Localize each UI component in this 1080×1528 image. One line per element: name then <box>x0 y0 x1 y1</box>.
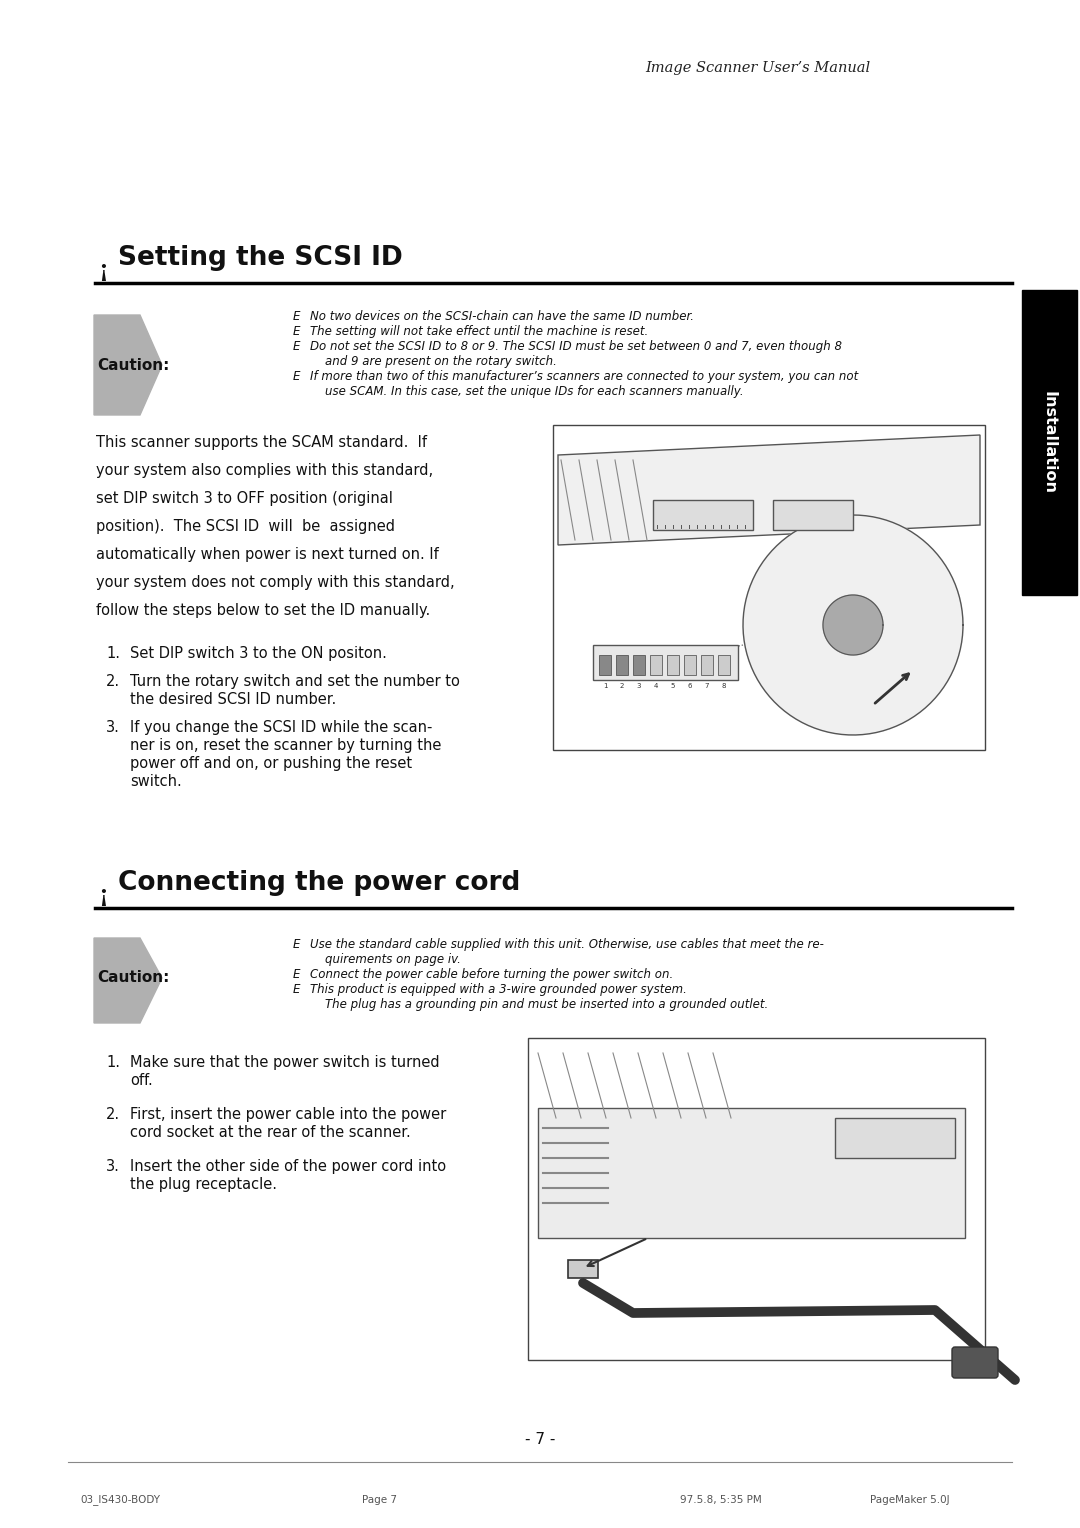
Text: 2.: 2. <box>106 1106 120 1122</box>
Text: automatically when power is next turned on. If: automatically when power is next turned … <box>96 547 438 562</box>
Bar <box>568 1261 598 1277</box>
Text: E: E <box>293 370 299 384</box>
Text: 2.: 2. <box>106 674 120 689</box>
Text: follow the steps below to set the ID manually.: follow the steps below to set the ID man… <box>96 604 430 617</box>
Text: Set DIP switch 3 to the ON positon.: Set DIP switch 3 to the ON positon. <box>130 646 387 662</box>
Text: This scanner supports the SCAM standard.  If: This scanner supports the SCAM standard.… <box>96 435 427 451</box>
Text: E: E <box>293 310 299 322</box>
Text: quirements on page iv.: quirements on page iv. <box>310 953 461 966</box>
Bar <box>616 656 627 675</box>
Text: Caution:: Caution: <box>97 970 170 986</box>
Bar <box>538 1108 966 1238</box>
Text: Insert the other side of the power cord into: Insert the other side of the power cord … <box>130 1160 446 1174</box>
Text: switch.: switch. <box>130 775 181 788</box>
Text: Connect the power cable before turning the power switch on.: Connect the power cable before turning t… <box>310 969 673 981</box>
Text: This product is equipped with a 3-wire grounded power system.: This product is equipped with a 3-wire g… <box>310 983 687 996</box>
Polygon shape <box>94 938 162 1024</box>
Text: 3.: 3. <box>106 1160 120 1174</box>
Text: The plug has a grounding pin and must be inserted into a grounded outlet.: The plug has a grounding pin and must be… <box>310 998 768 1012</box>
Bar <box>718 656 730 675</box>
Polygon shape <box>823 594 883 656</box>
Text: E: E <box>293 325 299 338</box>
FancyBboxPatch shape <box>951 1348 998 1378</box>
Text: E: E <box>293 983 299 996</box>
Text: power off and on, or pushing the reset: power off and on, or pushing the reset <box>130 756 413 772</box>
Text: E: E <box>293 938 299 950</box>
Text: PageMaker 5.0J: PageMaker 5.0J <box>870 1494 949 1505</box>
Text: Make sure that the power switch is turned: Make sure that the power switch is turne… <box>130 1054 440 1070</box>
Bar <box>528 1038 985 1360</box>
Text: 3: 3 <box>637 683 642 689</box>
Text: If more than two of this manufacturer’s scanners are connected to your system, y: If more than two of this manufacturer’s … <box>310 370 859 384</box>
Bar <box>835 1118 955 1158</box>
Bar <box>1022 290 1077 594</box>
Bar <box>773 500 853 530</box>
Polygon shape <box>94 315 162 416</box>
Text: and 9 are present on the rotary switch.: and 9 are present on the rotary switch. <box>310 354 557 368</box>
Text: 4: 4 <box>653 683 658 689</box>
Text: 8: 8 <box>721 683 726 689</box>
Text: Setting the SCSI ID: Setting the SCSI ID <box>118 244 403 270</box>
Bar <box>593 645 738 680</box>
Text: ¡: ¡ <box>98 260 108 283</box>
Text: off.: off. <box>130 1073 152 1088</box>
Text: 2: 2 <box>620 683 624 689</box>
Text: The setting will not take effect until the machine is reset.: The setting will not take effect until t… <box>310 325 648 338</box>
Text: use SCAM. In this case, set the unique IDs for each scanners manually.: use SCAM. In this case, set the unique I… <box>310 385 744 397</box>
Text: the plug receptacle.: the plug receptacle. <box>130 1177 276 1192</box>
Text: position).  The SCSI ID  will  be  assigned: position). The SCSI ID will be assigned <box>96 520 395 533</box>
Text: Image Scanner User’s Manual: Image Scanner User’s Manual <box>645 61 870 75</box>
Text: set DIP switch 3 to OFF position (original: set DIP switch 3 to OFF position (origin… <box>96 490 393 506</box>
Bar <box>650 656 662 675</box>
Text: Installation: Installation <box>1042 391 1057 494</box>
Text: 03_IS430-BODY: 03_IS430-BODY <box>80 1494 160 1505</box>
Text: Page 7: Page 7 <box>363 1494 397 1505</box>
Text: Connecting the power cord: Connecting the power cord <box>118 869 521 895</box>
Text: 1.: 1. <box>106 1054 120 1070</box>
Text: 6: 6 <box>688 683 692 689</box>
Text: Do not set the SCSI ID to 8 or 9. The SCSI ID must be set between 0 and 7, even : Do not set the SCSI ID to 8 or 9. The SC… <box>310 341 842 353</box>
Bar <box>684 656 696 675</box>
Text: E: E <box>293 969 299 981</box>
Text: 7: 7 <box>705 683 710 689</box>
Bar <box>701 656 713 675</box>
Text: First, insert the power cable into the power: First, insert the power cable into the p… <box>130 1106 446 1122</box>
Text: 1: 1 <box>603 683 607 689</box>
Text: 3.: 3. <box>106 720 120 735</box>
Bar <box>599 656 611 675</box>
Bar <box>553 425 985 750</box>
Text: Use the standard cable supplied with this unit. Otherwise, use cables that meet : Use the standard cable supplied with thi… <box>310 938 824 950</box>
Text: 1.: 1. <box>106 646 120 662</box>
Text: ¡: ¡ <box>98 885 108 908</box>
Text: your system does not comply with this standard,: your system does not comply with this st… <box>96 575 455 590</box>
Text: ner is on, reset the scanner by turning the: ner is on, reset the scanner by turning … <box>130 738 442 753</box>
Polygon shape <box>558 435 980 545</box>
Text: Caution:: Caution: <box>97 358 170 373</box>
Text: - 7 -: - 7 - <box>525 1433 555 1447</box>
Text: No two devices on the SCSI-chain can have the same ID number.: No two devices on the SCSI-chain can hav… <box>310 310 694 322</box>
Polygon shape <box>743 515 963 735</box>
Bar <box>633 656 645 675</box>
Text: If you change the SCSI ID while the scan-: If you change the SCSI ID while the scan… <box>130 720 432 735</box>
Text: the desired SCSI ID number.: the desired SCSI ID number. <box>130 692 336 707</box>
Bar <box>653 500 753 530</box>
Text: cord socket at the rear of the scanner.: cord socket at the rear of the scanner. <box>130 1125 410 1140</box>
Text: 5: 5 <box>671 683 675 689</box>
Text: your system also complies with this standard,: your system also complies with this stan… <box>96 463 433 478</box>
Text: E: E <box>293 341 299 353</box>
Bar <box>667 656 679 675</box>
Text: Turn the rotary switch and set the number to: Turn the rotary switch and set the numbe… <box>130 674 460 689</box>
Text: 97.5.8, 5:35 PM: 97.5.8, 5:35 PM <box>680 1494 761 1505</box>
